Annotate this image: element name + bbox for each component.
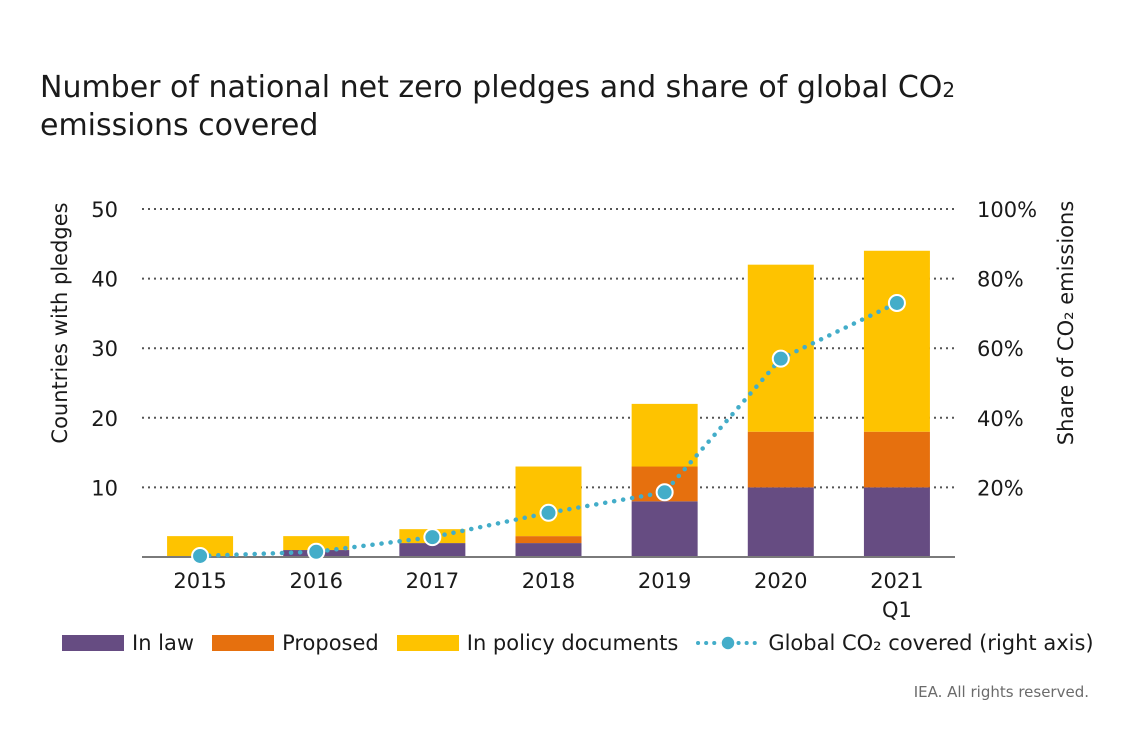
legend-swatch-proposed	[212, 635, 275, 651]
x-tick-label: 2017	[406, 569, 459, 593]
y-right-tick-label: 40%	[977, 407, 1024, 431]
y-right-tick-label: 100%	[977, 198, 1037, 222]
y-right-tick-label: 80%	[977, 268, 1024, 292]
legend-item-global-co2: Global CO₂ covered (right axis)	[696, 631, 1094, 655]
bar-in-law	[399, 543, 466, 557]
x-tick-label: 2016	[289, 569, 342, 593]
point-global-co2	[655, 483, 674, 502]
y-right-tick-label: 20%	[977, 476, 1024, 500]
title-main: Number of national net zero pledges and …	[40, 70, 943, 105]
point-global-co2	[423, 528, 442, 547]
y-right-tick-label: 60%	[977, 337, 1024, 361]
title-subscript: 2	[942, 78, 956, 102]
x-tick-sublabel: Q1	[882, 598, 912, 622]
x-tick-label: 2020	[754, 569, 807, 593]
bar-in-policy	[863, 250, 930, 432]
bar-in-policy	[515, 466, 582, 537]
legend-item-in-law: In law	[62, 631, 194, 655]
y-tick-label: 30	[91, 337, 118, 361]
point-global-co2	[539, 503, 558, 522]
y-tick-label: 50	[91, 198, 118, 222]
x-tick-label: 2018	[522, 569, 575, 593]
y-tick-label: 10	[91, 476, 118, 500]
bar-proposed	[747, 431, 814, 488]
bar-in-policy	[631, 403, 698, 467]
x-tick-label: 2019	[638, 569, 691, 593]
bar-in-law	[747, 487, 814, 557]
chart-title: Number of national net zero pledges and …	[40, 70, 1040, 144]
y-tick-label: 40	[91, 268, 118, 292]
legend-label-proposed: Proposed	[282, 631, 379, 655]
bar-proposed	[863, 431, 930, 488]
bar-proposed	[515, 536, 582, 544]
legend-label-in-law: In law	[132, 631, 195, 655]
bar-in-law	[515, 543, 582, 557]
bar-in-law	[863, 487, 930, 557]
legend-swatch-in-law	[62, 635, 124, 651]
x-tick-label: 2015	[173, 569, 226, 593]
y-axis-title: Countries with pledges	[48, 202, 72, 443]
legend-label-in-policy: In policy documents	[466, 631, 679, 655]
point-global-co2	[307, 542, 326, 561]
legend-swatch-in-policy	[396, 635, 459, 651]
legend-swatch-global-co2	[696, 635, 761, 651]
point-global-co2	[771, 349, 790, 368]
bar-in-law	[631, 501, 698, 557]
y-tick-label: 20	[91, 407, 118, 431]
x-tick-label: 2021	[870, 569, 923, 593]
y-right-axis-title: Share of CO₂ emissions	[1054, 201, 1078, 446]
legend-item-in-policy: In policy documents	[396, 631, 679, 655]
legend-item-proposed: Proposed	[212, 631, 379, 655]
bar-in-policy	[167, 536, 234, 557]
title-line2: emissions covered	[40, 108, 319, 143]
point-global-co2	[191, 546, 210, 565]
point-global-co2	[887, 293, 906, 312]
legend-label-global-co2: Global CO₂ covered (right axis)	[768, 631, 1094, 655]
credit-text: IEA. All rights reserved.	[913, 683, 1089, 701]
legend: In law Proposed In policy documents Glob…	[62, 628, 1112, 658]
